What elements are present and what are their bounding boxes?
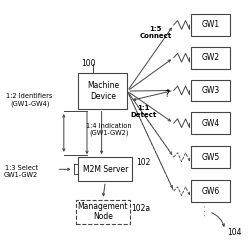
FancyBboxPatch shape [191,146,230,168]
FancyBboxPatch shape [78,157,132,182]
Text: GW5: GW5 [201,153,220,162]
Text: GW2: GW2 [201,53,219,62]
Text: 1:1
Detect: 1:1 Detect [130,105,156,118]
Text: GW1: GW1 [201,20,219,30]
Text: ?: ? [164,90,169,99]
Text: M2M Server: M2M Server [82,165,128,174]
FancyBboxPatch shape [78,73,127,109]
Text: 102: 102 [136,158,150,167]
FancyBboxPatch shape [191,112,230,134]
Text: GW6: GW6 [201,187,220,196]
Text: 1:2 Identifiers
(GW1-GW4): 1:2 Identifiers (GW1-GW4) [6,93,53,107]
FancyBboxPatch shape [191,80,230,101]
FancyBboxPatch shape [76,200,130,224]
Text: 1:4 Indication
(GW1-GW2): 1:4 Indication (GW1-GW2) [86,122,132,136]
Text: 104: 104 [227,228,242,237]
Text: Machine
Device: Machine Device [87,81,119,101]
Text: 100: 100 [81,59,96,68]
FancyBboxPatch shape [191,47,230,69]
Text: 102a: 102a [131,204,150,213]
Text: Management
Node: Management Node [78,202,128,222]
FancyBboxPatch shape [191,180,230,202]
Text: 1:5
Connect: 1:5 Connect [139,26,172,39]
FancyBboxPatch shape [191,14,230,36]
Text: 1:3 Select
GW1-GW2: 1:3 Select GW1-GW2 [4,165,38,178]
Text: GW3: GW3 [201,86,220,95]
Text: . . .: . . . [201,205,207,216]
Text: GW4: GW4 [201,119,220,128]
